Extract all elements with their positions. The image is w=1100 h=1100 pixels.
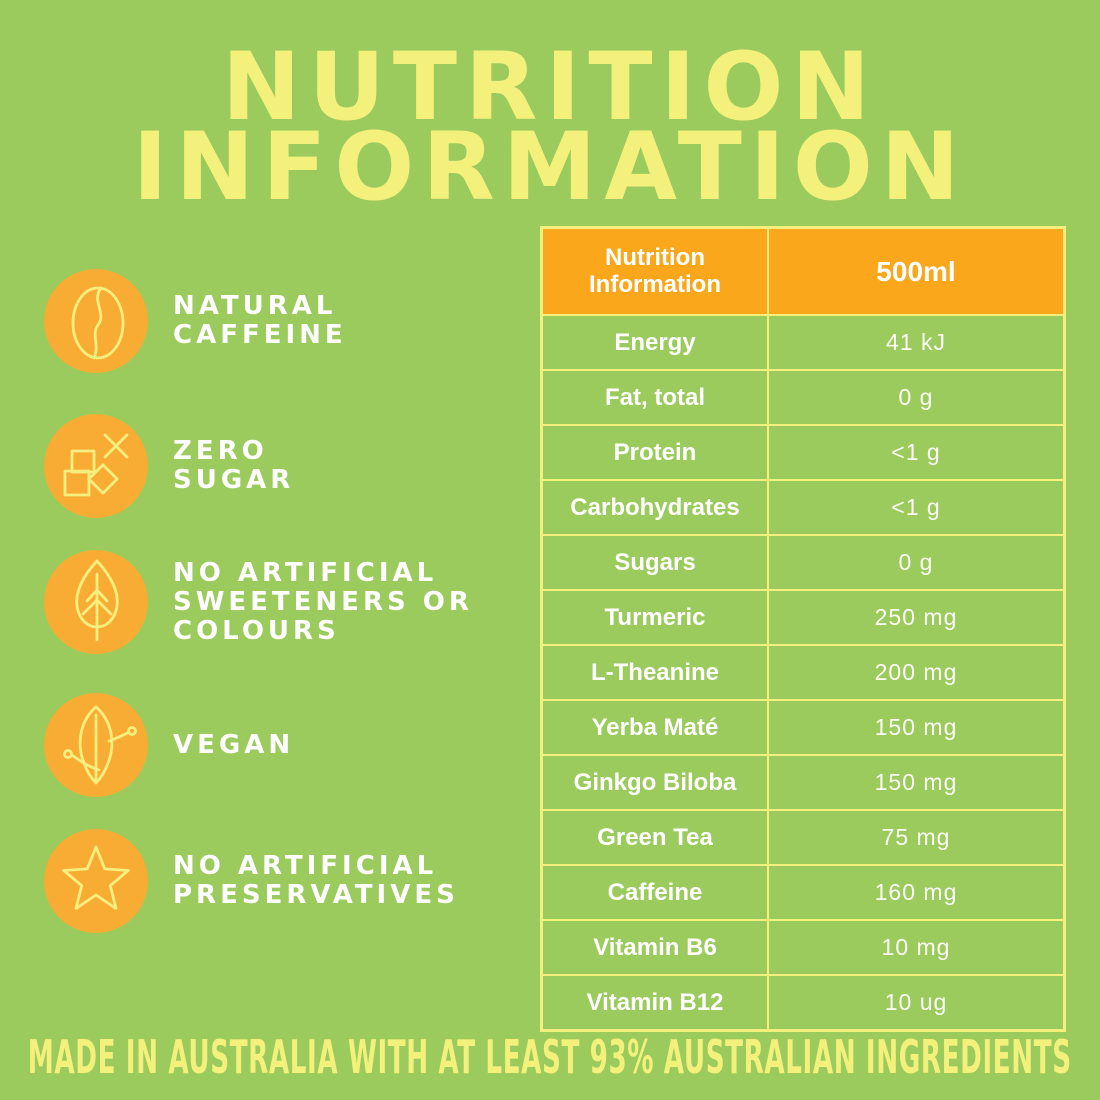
table-row: Yerba Maté 150 mg bbox=[540, 699, 1066, 756]
row-value-cell: 0 g bbox=[767, 534, 1066, 591]
sprout-icon bbox=[44, 693, 148, 797]
row-label-cell: Green Tea bbox=[540, 809, 769, 866]
row-value-cell: 250 mg bbox=[767, 589, 1066, 646]
table-header-row: Nutrition Information 500ml bbox=[540, 226, 1066, 316]
row-label-cell: Vitamin B6 bbox=[540, 919, 769, 976]
row-label-cell: Turmeric bbox=[540, 589, 769, 646]
feature-item: NO ARTIFICIAL PRESERVATIVES bbox=[44, 829, 459, 933]
table-row: Protein <1 g bbox=[540, 424, 1066, 481]
row-value-cell: <1 g bbox=[767, 479, 1066, 536]
row-value-cell: 200 mg bbox=[767, 644, 1066, 701]
table-row: Energy 41 kJ bbox=[540, 314, 1066, 371]
row-value-cell: 41 kJ bbox=[767, 314, 1066, 371]
row-label-cell: Fat, total bbox=[540, 369, 769, 426]
leaf-icon bbox=[44, 550, 148, 654]
feature-label: ZERO SUGAR bbox=[173, 436, 295, 495]
row-label-cell: Carbohydrates bbox=[540, 479, 769, 536]
row-label-cell: Ginkgo Biloba bbox=[540, 754, 769, 811]
star-icon bbox=[44, 829, 148, 933]
coffee-bean-icon bbox=[44, 269, 148, 373]
feature-label: VEGAN bbox=[173, 729, 295, 760]
row-label-cell: Energy bbox=[540, 314, 769, 371]
row-value-cell: 150 mg bbox=[767, 699, 1066, 756]
row-value-cell: <1 g bbox=[767, 424, 1066, 481]
row-label-cell: L-Theanine bbox=[540, 644, 769, 701]
footer-text: MADE IN AUSTRALIA WITH AT LEAST 93% AUST… bbox=[28, 1030, 1072, 1084]
table-row: Ginkgo Biloba 150 mg bbox=[540, 754, 1066, 811]
row-label-cell: Protein bbox=[540, 424, 769, 481]
feature-item: VEGAN bbox=[44, 693, 294, 797]
feature-label: NO ARTIFICIAL SWEETENERS OR COLOURS bbox=[173, 557, 473, 646]
table-row: Green Tea 75 mg bbox=[540, 809, 1066, 866]
feature-item: NO ARTIFICIAL SWEETENERS OR COLOURS bbox=[44, 550, 473, 654]
row-value-cell: 160 mg bbox=[767, 864, 1066, 921]
table-row: Vitamin B6 10 mg bbox=[540, 919, 1066, 976]
nutrition-table: Nutrition Information 500ml Energy 41 kJ F… bbox=[540, 226, 1066, 1032]
row-label-cell: Vitamin B12 bbox=[540, 974, 769, 1032]
table-row: Vitamin B12 10 ug bbox=[540, 974, 1066, 1032]
header-nutrition-information: Nutrition Information bbox=[540, 226, 769, 316]
title-line-1: NUTRITION bbox=[221, 33, 879, 142]
page-title: NUTRITION INFORMATION bbox=[0, 41, 1100, 215]
table-row: Sugars 0 g bbox=[540, 534, 1066, 591]
row-value-cell: 75 mg bbox=[767, 809, 1066, 866]
sugar-cubes-icon bbox=[44, 414, 148, 518]
table-row: Carbohydrates <1 g bbox=[540, 479, 1066, 536]
footer: MADE IN AUSTRALIA WITH AT LEAST 93% AUST… bbox=[0, 1030, 1100, 1084]
header-serving-size: 500ml bbox=[767, 226, 1066, 316]
table-row: Caffeine 160 mg bbox=[540, 864, 1066, 921]
feature-label: NO ARTIFICIAL PRESERVATIVES bbox=[173, 851, 459, 910]
title-line-2: INFORMATION bbox=[132, 113, 968, 222]
row-value-cell: 150 mg bbox=[767, 754, 1066, 811]
table-row: L-Theanine 200 mg bbox=[540, 644, 1066, 701]
row-label-cell: Yerba Maté bbox=[540, 699, 769, 756]
row-value-cell: 10 ug bbox=[767, 974, 1066, 1032]
feature-item: ZERO SUGAR bbox=[44, 414, 294, 518]
table-row: Fat, total 0 g bbox=[540, 369, 1066, 426]
feature-item: NATURAL CAFFEINE bbox=[44, 269, 347, 373]
feature-label: NATURAL CAFFEINE bbox=[173, 291, 347, 350]
table-row: Turmeric 250 mg bbox=[540, 589, 1066, 646]
row-value-cell: 0 g bbox=[767, 369, 1066, 426]
row-value-cell: 10 mg bbox=[767, 919, 1066, 976]
row-label-cell: Sugars bbox=[540, 534, 769, 591]
row-label-cell: Caffeine bbox=[540, 864, 769, 921]
